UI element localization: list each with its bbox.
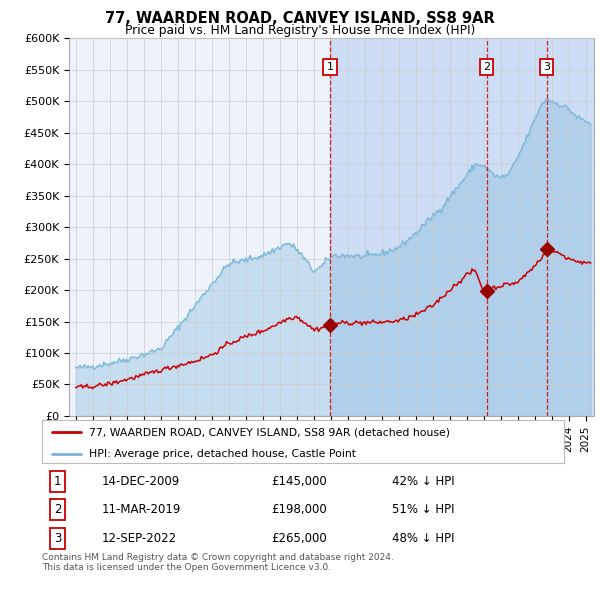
Text: 12-SEP-2022: 12-SEP-2022 xyxy=(102,532,177,545)
Text: 77, WAARDEN ROAD, CANVEY ISLAND, SS8 9AR (detached house): 77, WAARDEN ROAD, CANVEY ISLAND, SS8 9AR… xyxy=(89,427,450,437)
Text: 51% ↓ HPI: 51% ↓ HPI xyxy=(392,503,454,516)
Text: 1: 1 xyxy=(54,475,61,488)
Text: £198,000: £198,000 xyxy=(272,503,328,516)
Text: 3: 3 xyxy=(543,62,550,71)
Text: Price paid vs. HM Land Registry's House Price Index (HPI): Price paid vs. HM Land Registry's House … xyxy=(125,24,475,37)
Text: 2: 2 xyxy=(483,62,490,71)
Text: 14-DEC-2009: 14-DEC-2009 xyxy=(102,475,180,488)
Text: 77, WAARDEN ROAD, CANVEY ISLAND, SS8 9AR: 77, WAARDEN ROAD, CANVEY ISLAND, SS8 9AR xyxy=(105,11,495,25)
Text: £265,000: £265,000 xyxy=(272,532,328,545)
Text: 48% ↓ HPI: 48% ↓ HPI xyxy=(392,532,454,545)
Text: Contains HM Land Registry data © Crown copyright and database right 2024.
This d: Contains HM Land Registry data © Crown c… xyxy=(42,553,394,572)
Bar xyxy=(330,38,594,416)
Text: 3: 3 xyxy=(54,532,61,545)
Text: 42% ↓ HPI: 42% ↓ HPI xyxy=(392,475,454,488)
Text: £145,000: £145,000 xyxy=(272,475,328,488)
Text: 2: 2 xyxy=(54,503,61,516)
Text: 1: 1 xyxy=(326,62,334,71)
Text: HPI: Average price, detached house, Castle Point: HPI: Average price, detached house, Cast… xyxy=(89,448,356,458)
Text: 11-MAR-2019: 11-MAR-2019 xyxy=(102,503,181,516)
